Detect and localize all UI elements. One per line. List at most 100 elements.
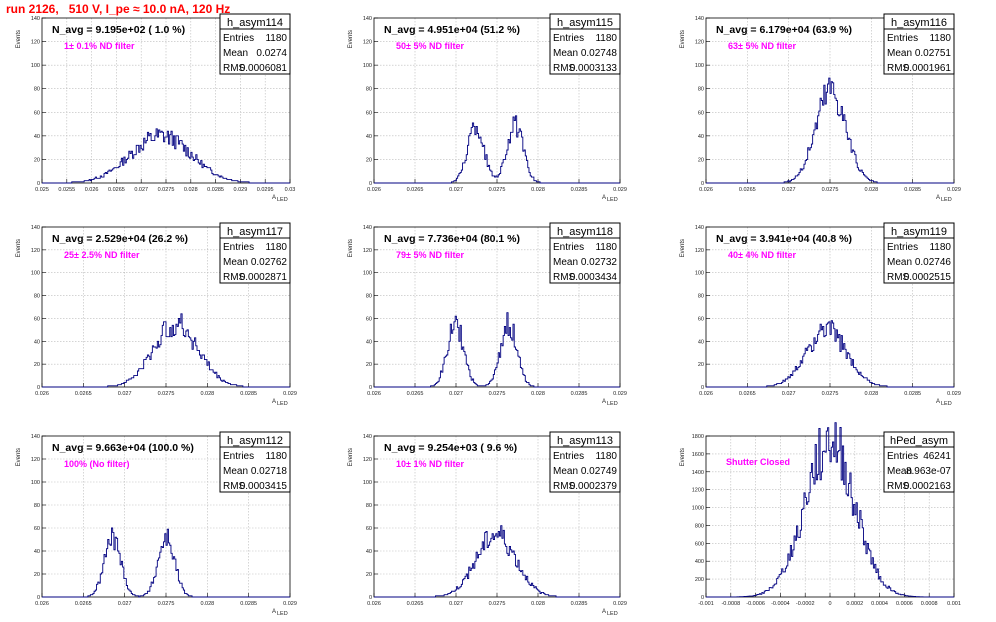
y-tick-label: 40 bbox=[366, 134, 372, 140]
stats-histogram-name: hPed_asym bbox=[890, 435, 948, 447]
stats-label: Mean bbox=[553, 257, 578, 268]
x-tick-label: 0 bbox=[828, 601, 831, 607]
x-axis-label-sub: LED bbox=[607, 401, 618, 407]
y-tick-label: 140 bbox=[695, 225, 704, 231]
stats-label: Entries bbox=[223, 242, 254, 253]
x-axis-label-sub: LED bbox=[941, 197, 952, 203]
stats-box bbox=[883, 13, 955, 75]
stats-box bbox=[883, 222, 955, 284]
y-axis-label: Events bbox=[680, 448, 686, 466]
y-tick-label: 100 bbox=[31, 480, 40, 486]
plot-frame bbox=[373, 226, 621, 388]
stats-label: RMS bbox=[887, 481, 910, 492]
y-tick-label: 40 bbox=[34, 549, 40, 555]
y-tick-label: 20 bbox=[34, 157, 40, 163]
stats-value: 0.0003415 bbox=[240, 481, 288, 492]
y-tick-label: 80 bbox=[366, 87, 372, 93]
navg-label: N_avg = 7.736e+04 (80.1 %) bbox=[384, 233, 520, 245]
x-tick-label: 0.029 bbox=[613, 187, 627, 193]
stats-label: RMS bbox=[223, 272, 246, 283]
y-tick-label: 100 bbox=[363, 480, 372, 486]
y-tick-label: 1000 bbox=[692, 506, 704, 512]
x-tick-label: 0.0275 bbox=[489, 391, 506, 397]
stats-histogram-name: h_asym112 bbox=[227, 435, 283, 447]
y-tick-label: 20 bbox=[34, 362, 40, 368]
y-tick-label: 120 bbox=[695, 248, 704, 254]
stats-value: 0.0003434 bbox=[570, 272, 618, 283]
navg-label: N_avg = 2.529e+04 (26.2 %) bbox=[52, 233, 188, 245]
x-tick-label: 0.0265 bbox=[108, 187, 125, 193]
plot-frame bbox=[373, 435, 621, 598]
stats-histogram-name: h_asym118 bbox=[557, 226, 613, 238]
x-axis-label: A bbox=[602, 195, 606, 201]
stats-label: Entries bbox=[223, 451, 254, 462]
histogram-line-h_asym113 bbox=[374, 525, 620, 598]
x-tick-label: 0.0006 bbox=[896, 601, 913, 607]
y-tick-label: 40 bbox=[34, 134, 40, 140]
y-tick-label: 60 bbox=[34, 316, 40, 322]
histogram-panel-h_asym115: 0.026 0.0265 0.027 0.0275 0.028 0.0285 0.029 0 2… bbox=[348, 13, 627, 203]
x-tick-label: 0.027 bbox=[782, 391, 796, 397]
y-tick-label: 200 bbox=[695, 577, 704, 583]
x-axis-label: A bbox=[602, 399, 606, 405]
y-tick-label: 60 bbox=[34, 110, 40, 116]
x-tick-label: -0.0002 bbox=[796, 601, 815, 607]
y-axis-label: Events bbox=[348, 30, 354, 48]
x-tick-label: 0.0285 bbox=[904, 391, 921, 397]
x-tick-label: 0.029 bbox=[613, 601, 627, 607]
plot-frame bbox=[705, 226, 955, 388]
y-axis-label: Events bbox=[680, 30, 686, 48]
stats-value: 0.0002379 bbox=[570, 481, 618, 492]
stats-label: RMS bbox=[553, 272, 576, 283]
stats-label: RMS bbox=[887, 272, 910, 283]
stats-label: Mean bbox=[223, 48, 248, 59]
y-tick-label: 80 bbox=[698, 294, 704, 300]
x-axis-label-sub: LED bbox=[941, 401, 952, 407]
x-tick-label: 0.028 bbox=[531, 391, 545, 397]
y-tick-label: 0 bbox=[369, 181, 372, 187]
x-tick-label: 0.0275 bbox=[158, 187, 175, 193]
x-tick-label: 0.0275 bbox=[158, 391, 175, 397]
filter-label: 10± 1% ND filter bbox=[396, 459, 464, 469]
navg-label: N_avg = 3.941e+04 (40.8 %) bbox=[716, 233, 852, 245]
histogram-line-h_asym118 bbox=[374, 312, 620, 388]
y-tick-label: 20 bbox=[698, 362, 704, 368]
x-tick-label: 0.0265 bbox=[75, 391, 92, 397]
y-tick-label: 100 bbox=[363, 63, 372, 69]
y-tick-label: 40 bbox=[698, 134, 704, 140]
y-tick-label: 400 bbox=[695, 559, 704, 565]
y-tick-label: 60 bbox=[34, 526, 40, 532]
x-axis-label-sub: LED bbox=[277, 611, 288, 617]
navg-label: N_avg = 6.179e+04 (63.9 %) bbox=[716, 24, 852, 36]
y-tick-label: 1600 bbox=[692, 452, 704, 458]
stats-box bbox=[549, 222, 621, 284]
y-tick-label: 80 bbox=[34, 87, 40, 93]
y-tick-label: 0 bbox=[37, 181, 40, 187]
histogram-panel-h_asym113: 0.026 0.0265 0.027 0.0275 0.028 0.0285 0.029 0 2… bbox=[348, 431, 627, 617]
x-tick-label: 0.0275 bbox=[822, 187, 839, 193]
x-tick-label: 0.028 bbox=[531, 601, 545, 607]
stats-value: 0.02762 bbox=[251, 257, 288, 268]
x-tick-label: 0.0285 bbox=[240, 601, 257, 607]
y-tick-label: 40 bbox=[366, 339, 372, 345]
x-tick-label: 0.0265 bbox=[407, 601, 424, 607]
x-tick-label: 0.028 bbox=[864, 187, 878, 193]
stats-label: Entries bbox=[887, 33, 918, 44]
navg-label: N_avg = 9.195e+02 ( 1.0 %) bbox=[52, 24, 185, 36]
x-tick-label: 0.0295 bbox=[257, 187, 274, 193]
filter-label: 79± 5% ND filter bbox=[396, 250, 464, 260]
navg-label: N_avg = 9.254e+03 ( 9.6 %) bbox=[384, 442, 517, 454]
y-tick-label: 100 bbox=[31, 271, 40, 277]
x-tick-label: 0.027 bbox=[449, 601, 463, 607]
x-tick-label: 0.0265 bbox=[407, 187, 424, 193]
stats-value: 1180 bbox=[595, 33, 617, 44]
x-axis-label: A bbox=[602, 609, 606, 615]
x-tick-label: 0.0285 bbox=[571, 601, 588, 607]
x-tick-label: 0.029 bbox=[283, 601, 297, 607]
stats-label: Entries bbox=[887, 451, 918, 462]
stats-histogram-name: h_asym119 bbox=[891, 226, 947, 238]
stats-value: 1180 bbox=[929, 242, 951, 253]
y-tick-label: 100 bbox=[31, 63, 40, 69]
y-tick-label: 0 bbox=[701, 181, 704, 187]
x-axis-label: A bbox=[272, 195, 276, 201]
